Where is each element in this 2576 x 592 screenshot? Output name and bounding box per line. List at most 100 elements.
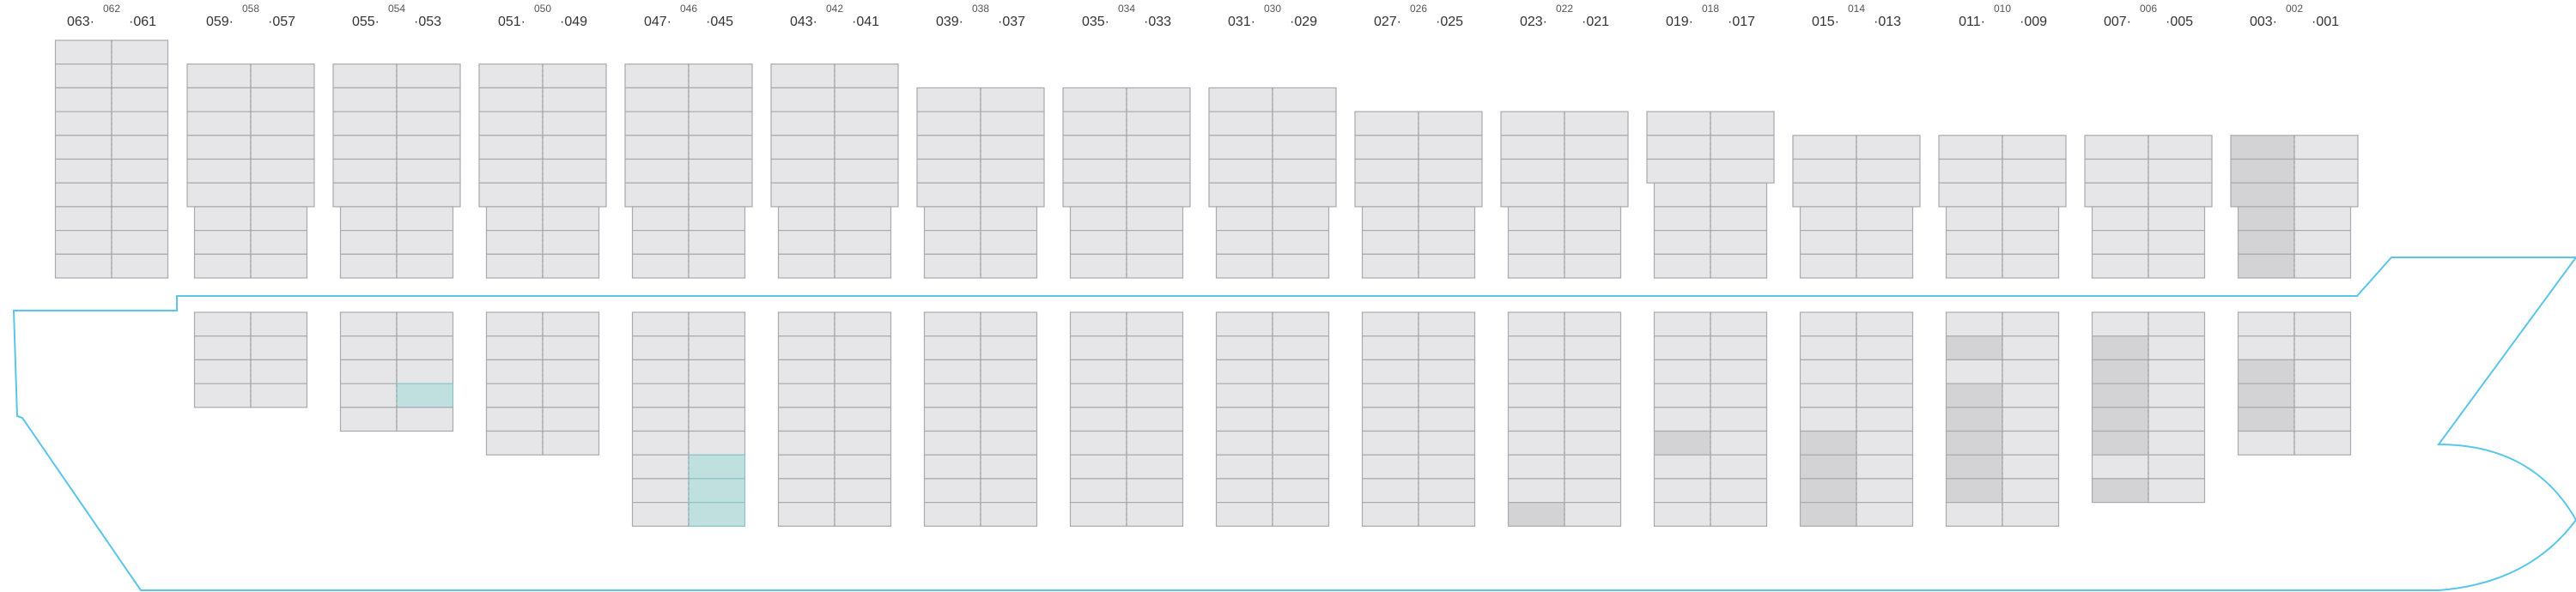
- deck-slot[interactable]: [111, 111, 169, 136]
- hold-slot[interactable]: [2148, 407, 2206, 432]
- hold-slot[interactable]: [1653, 478, 1711, 504]
- hold-slot[interactable]: [1507, 359, 1565, 384]
- hold-slot[interactable]: [1126, 335, 1184, 361]
- deck-slot[interactable]: [1126, 158, 1191, 184]
- hold-slot[interactable]: [1272, 311, 1330, 337]
- deck-slot[interactable]: [485, 230, 544, 255]
- hold-slot[interactable]: [1710, 335, 1768, 361]
- hold-slot[interactable]: [1507, 383, 1565, 408]
- hold-slot[interactable]: [2002, 478, 2060, 504]
- deck-slot[interactable]: [980, 230, 1038, 255]
- hold-slot[interactable]: [1653, 501, 1711, 527]
- deck-slot[interactable]: [2002, 230, 2060, 255]
- deck-slot[interactable]: [542, 253, 600, 279]
- deck-slot[interactable]: [980, 135, 1045, 160]
- deck-slot[interactable]: [1646, 135, 1711, 160]
- hold-slot[interactable]: [1272, 407, 1330, 432]
- deck-slot[interactable]: [1062, 111, 1127, 136]
- deck-slot[interactable]: [624, 63, 690, 88]
- hold-slot[interactable]: [396, 335, 454, 361]
- hold-slot[interactable]: [1361, 454, 1419, 480]
- hold-slot[interactable]: [1272, 454, 1330, 480]
- deck-slot[interactable]: [1272, 182, 1337, 208]
- deck-slot[interactable]: [1126, 182, 1191, 208]
- hold-slot[interactable]: [777, 478, 835, 504]
- hold-slot[interactable]: [2091, 478, 2149, 504]
- deck-slot[interactable]: [542, 206, 600, 232]
- hold-slot[interactable]: [688, 359, 746, 384]
- hold-slot[interactable]: [1856, 335, 1914, 361]
- hold-slot[interactable]: [1856, 407, 1914, 432]
- deck-slot[interactable]: [980, 206, 1038, 232]
- deck-slot[interactable]: [1272, 158, 1337, 184]
- hold-slot[interactable]: [542, 359, 600, 384]
- deck-slot[interactable]: [1856, 253, 1914, 279]
- hold-slot[interactable]: [1653, 454, 1711, 480]
- hold-slot[interactable]: [1126, 359, 1184, 384]
- deck-slot[interactable]: [1126, 206, 1184, 232]
- deck-slot[interactable]: [624, 182, 690, 208]
- hold-slot[interactable]: [631, 501, 690, 527]
- deck-slot[interactable]: [1361, 253, 1419, 279]
- hold-slot[interactable]: [1799, 430, 1857, 456]
- hold-slot[interactable]: [688, 478, 746, 504]
- hold-slot[interactable]: [923, 430, 981, 456]
- hold-slot[interactable]: [1126, 407, 1184, 432]
- hold-slot[interactable]: [1215, 478, 1273, 504]
- deck-slot[interactable]: [1418, 135, 1483, 160]
- deck-slot[interactable]: [186, 87, 252, 112]
- hold-slot[interactable]: [2148, 454, 2206, 480]
- hold-slot[interactable]: [2002, 430, 2060, 456]
- deck-slot[interactable]: [396, 230, 454, 255]
- hold-slot[interactable]: [2148, 383, 2206, 408]
- hold-slot[interactable]: [923, 359, 981, 384]
- deck-slot[interactable]: [396, 63, 461, 88]
- deck-slot[interactable]: [834, 111, 899, 136]
- hold-slot[interactable]: [1856, 501, 1914, 527]
- hold-slot[interactable]: [1507, 454, 1565, 480]
- hold-slot[interactable]: [1507, 335, 1565, 361]
- hold-slot[interactable]: [2237, 430, 2295, 456]
- deck-slot[interactable]: [1361, 230, 1419, 255]
- deck-slot[interactable]: [1062, 182, 1127, 208]
- deck-slot[interactable]: [478, 182, 544, 208]
- deck-slot[interactable]: [1126, 87, 1191, 112]
- deck-slot[interactable]: [2091, 253, 2149, 279]
- deck-slot[interactable]: [688, 87, 753, 112]
- hold-slot[interactable]: [1418, 478, 1476, 504]
- hold-slot[interactable]: [250, 335, 308, 361]
- deck-slot[interactable]: [923, 253, 981, 279]
- hold-slot[interactable]: [777, 335, 835, 361]
- hold-slot[interactable]: [1418, 383, 1476, 408]
- deck-slot[interactable]: [2002, 158, 2067, 184]
- hold-slot[interactable]: [2293, 430, 2352, 456]
- deck-slot[interactable]: [54, 63, 112, 88]
- deck-slot[interactable]: [1856, 230, 1914, 255]
- hold-slot[interactable]: [2091, 359, 2149, 384]
- deck-slot[interactable]: [1272, 206, 1330, 232]
- hold-slot[interactable]: [980, 430, 1038, 456]
- deck-slot[interactable]: [193, 230, 252, 255]
- deck-slot[interactable]: [2237, 206, 2295, 232]
- deck-slot[interactable]: [1215, 230, 1273, 255]
- hold-slot[interactable]: [2091, 383, 2149, 408]
- deck-slot[interactable]: [250, 206, 308, 232]
- deck-slot[interactable]: [111, 206, 169, 232]
- hold-slot[interactable]: [1710, 430, 1768, 456]
- hold-slot[interactable]: [396, 383, 454, 408]
- deck-slot[interactable]: [1126, 111, 1191, 136]
- hold-slot[interactable]: [1564, 501, 1622, 527]
- hold-slot[interactable]: [542, 383, 600, 408]
- hold-slot[interactable]: [1126, 454, 1184, 480]
- deck-slot[interactable]: [777, 230, 835, 255]
- deck-slot[interactable]: [1792, 135, 1857, 160]
- deck-slot[interactable]: [688, 253, 746, 279]
- deck-slot[interactable]: [1069, 206, 1127, 232]
- deck-slot[interactable]: [193, 206, 252, 232]
- deck-slot[interactable]: [478, 135, 544, 160]
- hold-slot[interactable]: [1418, 407, 1476, 432]
- hold-slot[interactable]: [1945, 454, 2003, 480]
- deck-slot[interactable]: [2084, 135, 2149, 160]
- deck-slot[interactable]: [542, 135, 607, 160]
- deck-slot[interactable]: [1126, 253, 1184, 279]
